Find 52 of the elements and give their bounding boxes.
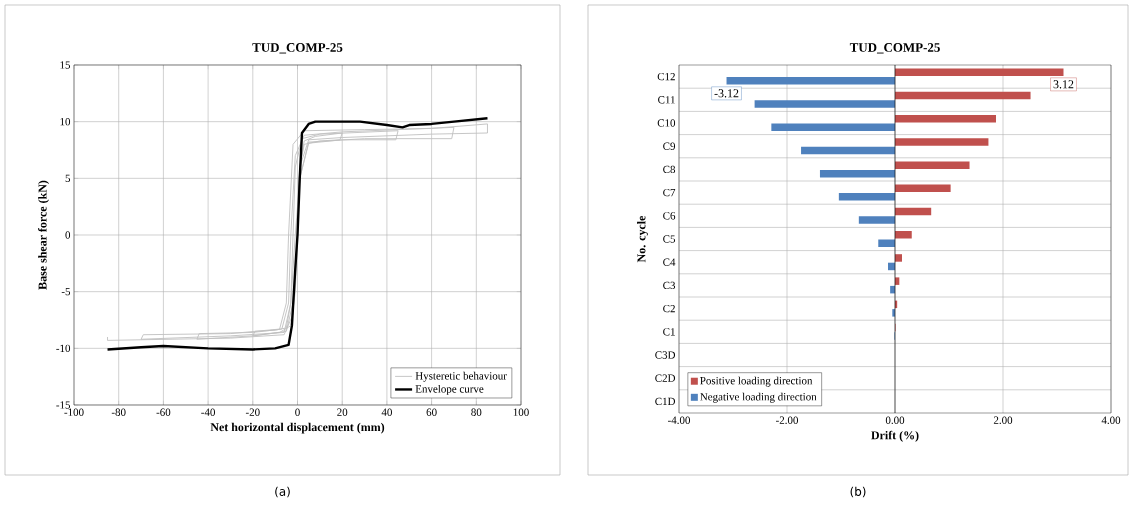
text: (a) (275, 486, 290, 498)
x-tick-label: 4.00 (1101, 416, 1121, 424)
y-tick-label: C8 (663, 165, 676, 174)
y-tick-label: -15 (56, 401, 71, 409)
chart-title: TUD_COMP-25 (252, 43, 343, 54)
x-tick-label: -100 (64, 408, 84, 416)
y-tick-label: C1 (663, 328, 675, 336)
y-tick-label: C2D (655, 374, 676, 382)
y-tick-label: C2 (663, 304, 675, 313)
x-tick-label: 2.00 (993, 416, 1013, 424)
text: (b) (850, 486, 866, 498)
data-label: 3.12 (1053, 80, 1074, 89)
legend-label: Positive loading direction (700, 376, 813, 387)
y-tick-label: C7 (663, 188, 676, 197)
x-tick-label: 20 (337, 408, 348, 416)
y-tick-label: C3D (655, 351, 676, 359)
legend-label: Negative loading direction (700, 392, 817, 403)
x-tick-label: 0 (295, 408, 300, 416)
y-tick-label: C3 (663, 281, 676, 290)
data-label: -3.12 (714, 89, 739, 98)
x-tick-label: 0.00 (885, 416, 905, 424)
y-tick-label: 5 (65, 174, 71, 182)
x-tick-label: -20 (245, 408, 260, 416)
x-tick-label: -40 (201, 408, 215, 416)
y-tick-label: C4 (663, 258, 676, 266)
x-tick-label: 100 (513, 408, 529, 416)
x-tick-label: 80 (471, 408, 482, 416)
y-tick-label: 15 (60, 61, 71, 69)
y-tick-label: C9 (663, 142, 676, 150)
y-tick-label: C11 (658, 96, 675, 104)
x-tick-label: 60 (426, 408, 437, 416)
y-axis-title: No. cycle (637, 215, 648, 263)
chart-title: TUD_COMP-25 (849, 43, 940, 54)
y-tick-label: 0 (65, 231, 71, 239)
y-tick-label: -10 (56, 344, 71, 353)
y-tick-label: C12 (657, 72, 675, 81)
y-axis-title: Base shear force (kN) (38, 180, 50, 290)
x-tick-label: -2.00 (776, 416, 799, 424)
y-tick-label: C10 (657, 119, 676, 127)
x-tick-label: -60 (156, 408, 171, 416)
y-tick-label: C6 (663, 212, 676, 220)
y-tick-label: 10 (60, 117, 71, 126)
x-tick-label: -4.00 (668, 416, 690, 424)
legend-label: Hysteretic behaviour (415, 371, 507, 382)
x-axis-title: Net horizontal displacement (mm) (210, 422, 385, 434)
x-tick-label: -80 (111, 408, 126, 416)
x-axis-title: Drift (%) (871, 430, 919, 442)
legend-label: Envelope curve (415, 384, 484, 395)
y-tick-label: -5 (61, 288, 71, 296)
y-tick-label: C1D (655, 397, 676, 406)
y-tick-label: C5 (663, 235, 676, 243)
x-tick-label: 40 (381, 408, 392, 416)
